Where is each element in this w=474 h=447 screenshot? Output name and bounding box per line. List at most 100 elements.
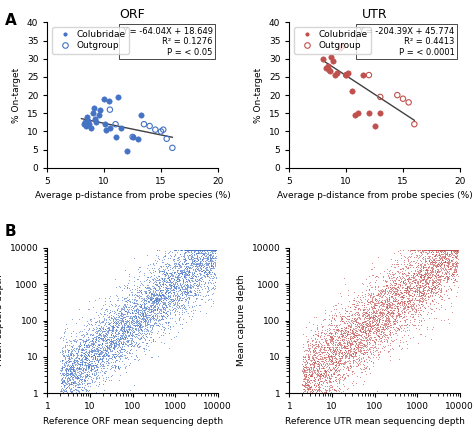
- Point: [351, 303, 359, 310]
- Point: [90, 363, 97, 370]
- Point: [374, 346, 381, 354]
- Point: [336, 290, 344, 297]
- Point: [128, 307, 136, 314]
- Point: [320, 343, 328, 350]
- Point: [80, 386, 87, 393]
- Point: [337, 44, 344, 51]
- Point: [67, 368, 74, 375]
- Point: [328, 356, 335, 363]
- Point: [422, 283, 430, 290]
- Point: [419, 254, 426, 261]
- Point: [349, 338, 356, 345]
- Point: [210, 246, 218, 253]
- Point: [340, 335, 348, 342]
- Point: [438, 295, 446, 303]
- Point: [449, 246, 457, 253]
- Point: [400, 305, 408, 312]
- Point: [142, 337, 149, 344]
- Point: [438, 269, 446, 276]
- Point: [185, 312, 193, 319]
- Point: [181, 268, 188, 275]
- Point: [339, 371, 347, 378]
- Point: [400, 311, 408, 318]
- Point: [309, 358, 316, 366]
- Point: [406, 287, 413, 295]
- Point: [299, 390, 307, 397]
- Point: [163, 278, 170, 286]
- Point: [403, 254, 410, 261]
- Point: [319, 382, 326, 389]
- Point: [405, 287, 413, 294]
- Point: [383, 337, 391, 344]
- Point: [444, 276, 451, 283]
- Point: [307, 390, 315, 397]
- Point: [415, 325, 423, 333]
- Point: [446, 246, 454, 253]
- Point: [78, 357, 85, 364]
- Point: [93, 344, 100, 351]
- Point: [402, 290, 410, 297]
- Point: [381, 282, 388, 289]
- Point: [450, 269, 458, 276]
- Point: [91, 362, 99, 369]
- Point: [202, 253, 210, 260]
- Point: [361, 361, 368, 368]
- Point: [325, 367, 332, 375]
- Point: [58, 385, 65, 392]
- Point: [376, 348, 384, 355]
- Point: [175, 295, 183, 302]
- Point: [196, 263, 204, 270]
- Point: [359, 340, 366, 347]
- Point: [318, 343, 326, 350]
- Point: [428, 285, 436, 292]
- Point: [454, 246, 461, 253]
- Point: [121, 308, 128, 315]
- Point: [370, 328, 377, 335]
- Point: [314, 355, 321, 363]
- Point: [346, 304, 354, 311]
- Point: [347, 316, 355, 324]
- Point: [114, 324, 121, 331]
- Point: [428, 246, 436, 253]
- Point: [394, 291, 401, 298]
- Point: [92, 363, 100, 371]
- Point: [133, 319, 141, 326]
- Point: [419, 307, 427, 314]
- Point: [87, 347, 94, 354]
- Point: [372, 328, 380, 335]
- Point: [173, 275, 181, 283]
- Point: [377, 312, 384, 320]
- Point: [364, 325, 372, 332]
- Point: [376, 331, 383, 338]
- Point: [157, 312, 165, 320]
- Point: [178, 275, 186, 282]
- Point: [365, 286, 373, 293]
- Point: [403, 323, 410, 330]
- Point: [445, 283, 453, 290]
- Point: [95, 344, 102, 351]
- Point: [109, 335, 117, 342]
- Point: [161, 304, 168, 312]
- Point: [70, 351, 77, 358]
- Point: [387, 307, 395, 314]
- Point: [363, 336, 371, 343]
- Point: [210, 246, 218, 253]
- Point: [437, 266, 445, 273]
- Point: [118, 345, 126, 352]
- Point: [99, 344, 107, 351]
- Point: [112, 328, 119, 335]
- Point: [310, 358, 317, 365]
- Point: [382, 297, 389, 304]
- Point: [83, 370, 91, 377]
- Point: [151, 292, 159, 299]
- Point: [310, 368, 317, 375]
- Point: [174, 302, 182, 309]
- Point: [391, 288, 398, 295]
- Point: [71, 374, 79, 381]
- Point: [97, 351, 105, 358]
- Point: [404, 300, 412, 307]
- Point: [168, 272, 175, 279]
- Point: [357, 299, 365, 306]
- Point: [450, 262, 457, 270]
- Point: [104, 342, 111, 350]
